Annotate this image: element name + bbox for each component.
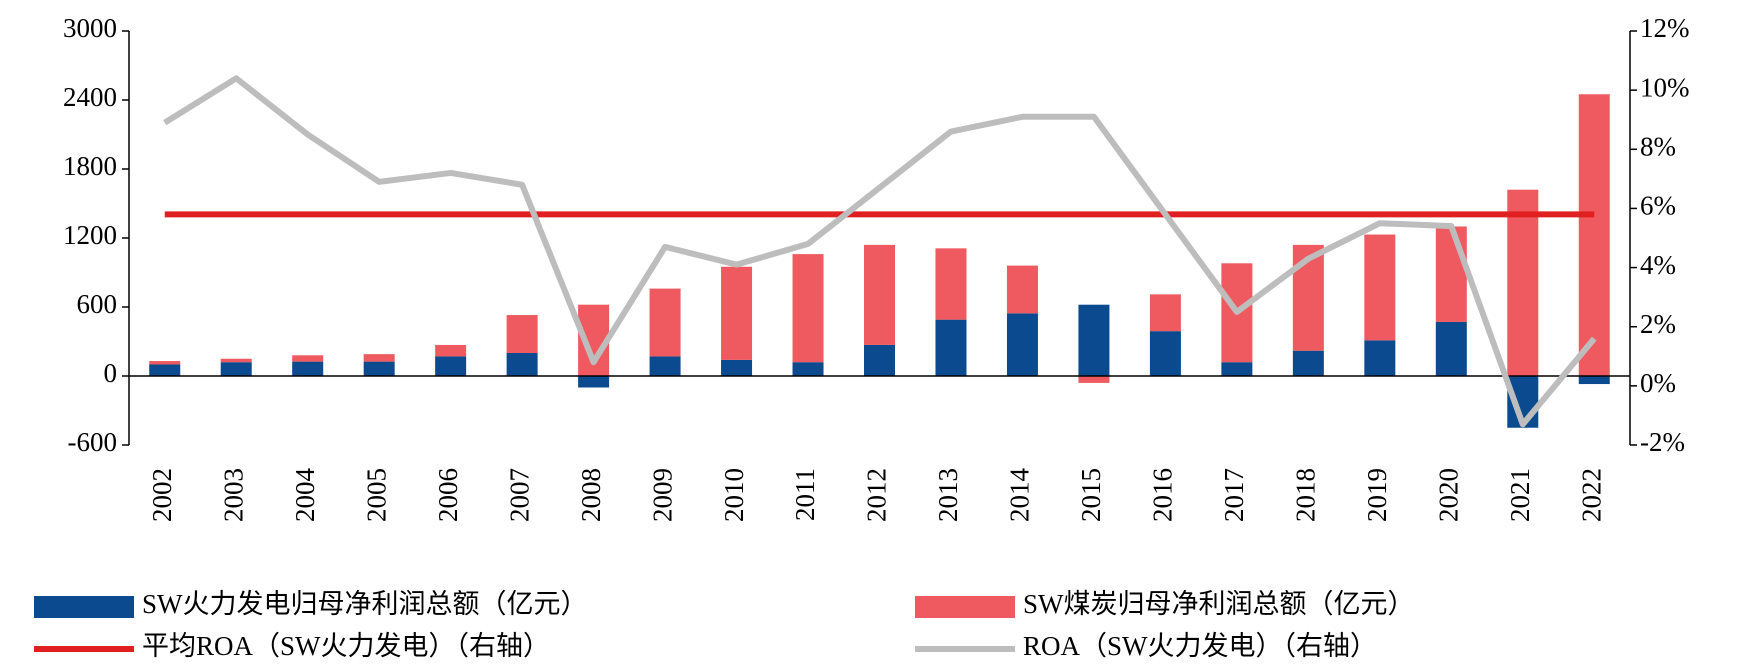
y-tick-label: 0	[104, 358, 118, 388]
y-tick-label: 3000	[63, 13, 117, 43]
bar	[1364, 340, 1396, 376]
bar	[435, 344, 467, 357]
bar	[792, 254, 824, 363]
bar	[1578, 376, 1610, 385]
x-tick-label: 2006	[433, 468, 463, 522]
y-tick-label: 1200	[63, 220, 117, 250]
x-tick-label: 2007	[504, 468, 534, 522]
line-series	[163, 75, 1597, 428]
x-tick-label: 2003	[218, 468, 248, 522]
bar	[864, 344, 895, 376]
bar	[1435, 321, 1467, 376]
x-tick-label: 2011	[790, 468, 820, 521]
bar	[1364, 234, 1396, 341]
bar	[149, 361, 181, 365]
legend-swatch	[915, 596, 1015, 618]
bar	[149, 364, 181, 376]
bar	[1006, 313, 1038, 376]
x-tick-label: 2015	[1076, 468, 1106, 522]
bar	[506, 315, 538, 353]
bar	[935, 248, 967, 320]
bar	[1578, 94, 1610, 376]
x-tick-label: 2002	[147, 468, 177, 522]
x-tick-label: 2004	[290, 468, 320, 523]
bar	[578, 376, 610, 388]
x-tick-label: 2019	[1362, 468, 1392, 522]
y2-tick-label: 8%	[1640, 131, 1676, 161]
bar	[649, 288, 681, 357]
bar	[363, 361, 395, 376]
y-tick-label: 600	[77, 289, 118, 319]
x-tick-label: 2021	[1505, 468, 1535, 522]
bar	[1149, 294, 1181, 332]
x-tick-label: 2017	[1219, 468, 1249, 522]
bar	[1078, 376, 1110, 383]
bar	[721, 359, 753, 376]
x-tick-label: 2005	[361, 468, 391, 522]
x-tick-label: 2014	[1005, 468, 1035, 523]
bar	[506, 353, 538, 376]
x-tick-label: 2020	[1434, 468, 1464, 522]
x-tick-label: 2013	[933, 468, 963, 522]
bar	[1435, 226, 1467, 322]
bar	[1221, 362, 1253, 376]
bar	[435, 356, 467, 376]
x-tick-label: 2016	[1148, 468, 1178, 522]
legend-label: SW煤炭归母净利润总额（亿元）	[1023, 589, 1415, 619]
bar	[220, 358, 252, 363]
y-tick-label: 2400	[63, 82, 117, 112]
y2-tick-label: 6%	[1640, 191, 1676, 221]
bar	[220, 362, 252, 376]
x-tick-label: 2009	[647, 468, 677, 522]
y2-tick-label: 0%	[1640, 368, 1676, 398]
bar	[864, 244, 895, 345]
bar	[649, 356, 681, 376]
x-tick-label: 2022	[1576, 468, 1606, 522]
bar	[363, 354, 395, 362]
y2-tick-label: -2%	[1640, 427, 1685, 457]
bar	[1149, 331, 1181, 376]
bar	[1292, 350, 1324, 376]
x-tick-label: 2010	[719, 468, 749, 522]
y2-tick-label: 12%	[1640, 13, 1690, 43]
x-tick-label: 2012	[862, 468, 892, 522]
bar	[1292, 244, 1324, 351]
bar	[935, 319, 967, 376]
bar	[292, 355, 324, 362]
legend-label: SW火力发电归母净利润总额（亿元）	[142, 589, 588, 619]
y2-tick-label: 4%	[1640, 250, 1676, 280]
bar	[1006, 265, 1038, 314]
legend-label: 平均ROA（SW火力发电）（右轴）	[142, 631, 550, 661]
y2-tick-label: 2%	[1640, 309, 1676, 339]
bar	[721, 266, 753, 360]
x-tick-label: 2018	[1291, 468, 1321, 522]
y2-tick-label: 10%	[1640, 72, 1690, 102]
legend-label: ROA（SW火力发电）（右轴）	[1023, 631, 1377, 661]
bar	[1507, 189, 1539, 376]
y-tick-label: -600	[68, 427, 118, 457]
y-tick-label: 1800	[63, 151, 117, 181]
bar	[1078, 304, 1110, 376]
bar	[792, 362, 824, 376]
x-tick-label: 2008	[576, 468, 606, 522]
bar	[292, 361, 324, 376]
legend-swatch	[34, 596, 134, 618]
